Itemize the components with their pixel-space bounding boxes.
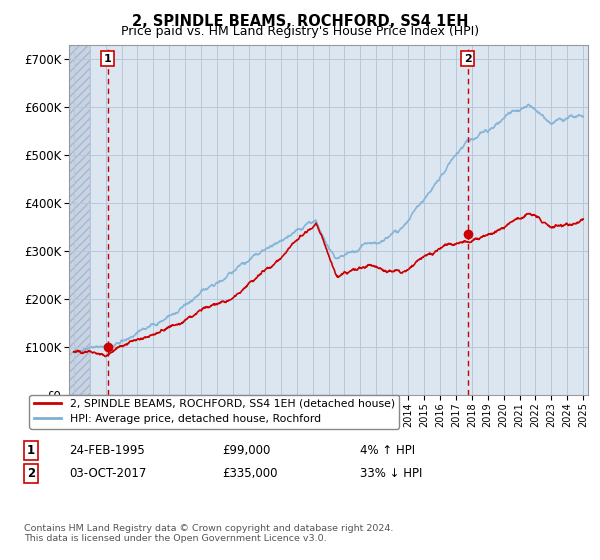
Text: 2: 2: [464, 54, 472, 63]
Text: 1: 1: [27, 444, 35, 458]
Text: 2, SPINDLE BEAMS, ROCHFORD, SS4 1EH: 2, SPINDLE BEAMS, ROCHFORD, SS4 1EH: [132, 14, 468, 29]
Text: 24-FEB-1995: 24-FEB-1995: [69, 444, 145, 458]
Text: £99,000: £99,000: [222, 444, 271, 458]
Legend: 2, SPINDLE BEAMS, ROCHFORD, SS4 1EH (detached house), HPI: Average price, detach: 2, SPINDLE BEAMS, ROCHFORD, SS4 1EH (det…: [29, 394, 399, 428]
Text: £335,000: £335,000: [222, 466, 277, 480]
Text: Contains HM Land Registry data © Crown copyright and database right 2024.
This d: Contains HM Land Registry data © Crown c…: [24, 524, 394, 543]
Text: 2: 2: [27, 466, 35, 480]
Text: 33% ↓ HPI: 33% ↓ HPI: [360, 466, 422, 480]
Text: 03-OCT-2017: 03-OCT-2017: [69, 466, 146, 480]
Text: Price paid vs. HM Land Registry's House Price Index (HPI): Price paid vs. HM Land Registry's House …: [121, 25, 479, 38]
Text: 1: 1: [104, 54, 112, 63]
Bar: [66, 45, 89, 395]
Text: 4% ↑ HPI: 4% ↑ HPI: [360, 444, 415, 458]
